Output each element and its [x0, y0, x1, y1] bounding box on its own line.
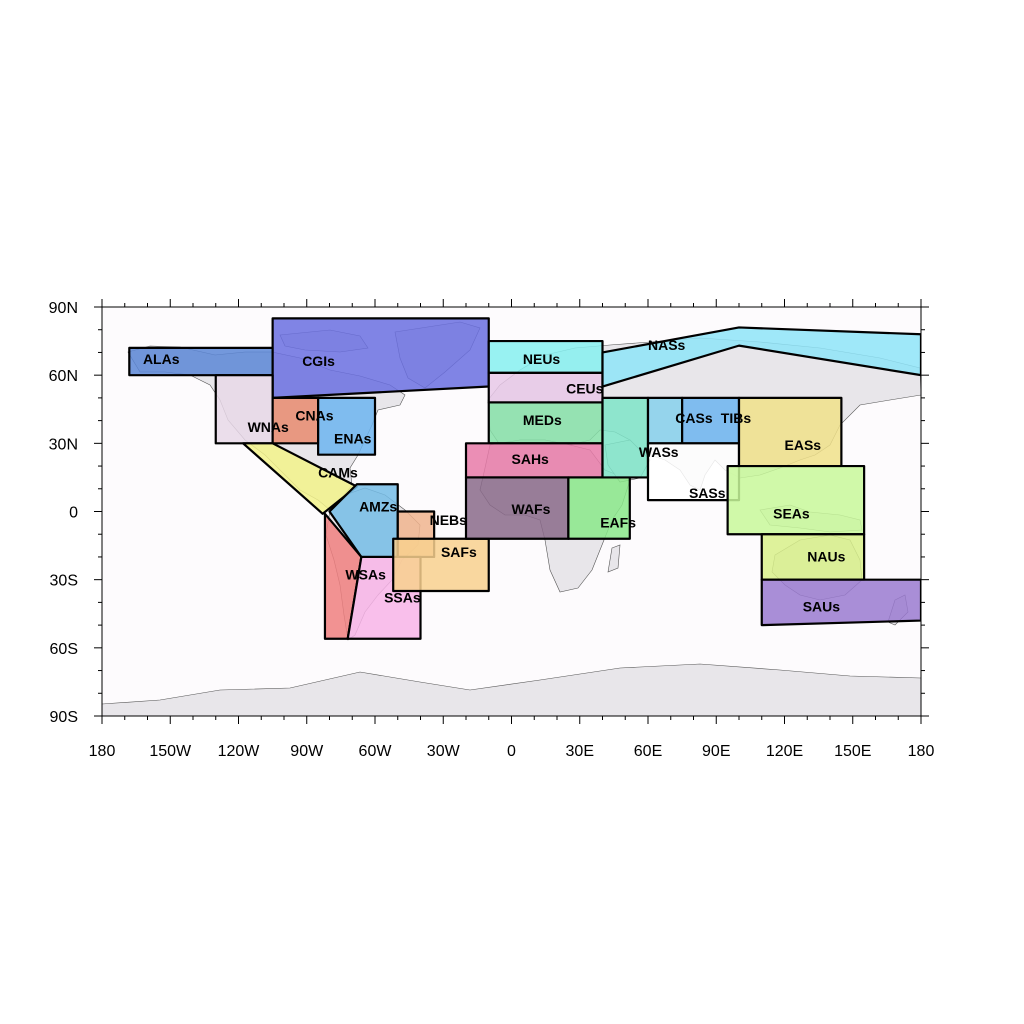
regions-layer — [128, 317, 921, 640]
region-label-enas: ENAs — [334, 430, 372, 446]
x-tick-label: 30W — [427, 743, 461, 760]
region-label-cgis: CGIs — [302, 353, 335, 369]
region-nass — [601, 326, 921, 388]
axis-ticks: 180 150W 120W 90W 60W 30W 0 30E 60E 90E 120E 150E 18… — [49, 299, 935, 760]
region-label-wafs: WAFs — [512, 501, 551, 517]
region-label-nass: NASs — [648, 337, 686, 353]
region-label-eass: EASs — [785, 437, 822, 453]
x-tick-label: 60E — [634, 743, 662, 760]
region-label-seas: SEAs — [773, 505, 810, 521]
land-antarctica — [102, 663, 921, 716]
region-wass — [601, 396, 650, 479]
y-tick-label: 90N — [49, 300, 78, 317]
x-tick-label: 150E — [834, 743, 871, 760]
region-label-cnas: CNAs — [295, 408, 333, 424]
land-madagascar — [607, 544, 621, 573]
region-label-cass: CASs — [675, 410, 713, 426]
region-label-meds: MEDs — [523, 412, 562, 428]
region-label-neus: NEUs — [523, 351, 561, 367]
x-tick-label: 90W — [290, 743, 324, 760]
x-tick-label: 180 — [908, 743, 935, 760]
region-label-ceus: CEUs — [566, 380, 604, 396]
y-tick-label: 0 — [69, 505, 78, 522]
region-enas — [317, 396, 377, 456]
region-label-nebs: NEBs — [430, 512, 468, 528]
region-label-alas: ALAs — [143, 351, 180, 367]
region-label-tibs: TIBs — [721, 410, 752, 426]
y-tick-label: 90S — [50, 709, 78, 726]
region-eass — [737, 396, 843, 468]
region-label-eafs: EAFs — [600, 514, 636, 530]
region-label-amzs: AMZs — [359, 499, 397, 515]
y-tick-label: 30N — [49, 436, 78, 453]
x-tick-label: 180 — [89, 743, 116, 760]
region-safs — [392, 537, 490, 593]
region-label-wnas: WNAs — [248, 419, 289, 435]
x-tick-label: 0 — [507, 743, 516, 760]
region-label-sass: SASs — [689, 485, 726, 501]
x-tick-label: 60W — [359, 743, 393, 760]
y-tick-label: 60N — [49, 368, 78, 385]
region-saus — [760, 578, 921, 627]
x-tick-label: 150W — [149, 743, 192, 760]
y-tick-label: 30S — [50, 573, 78, 590]
x-tick-label: 120W — [218, 743, 261, 760]
region-label-cams: CAMs — [318, 464, 358, 480]
region-seas — [726, 464, 866, 536]
x-tick-label: 30E — [566, 743, 594, 760]
region-label-ssas: SSAs — [384, 589, 421, 605]
x-tick-label: 120E — [766, 743, 803, 760]
region-label-naus: NAUs — [807, 548, 845, 564]
x-tick-label: 90E — [702, 743, 730, 760]
region-label-saus: SAUs — [803, 598, 841, 614]
region-label-safs: SAFs — [441, 544, 477, 560]
region-label-wsas: WSAs — [345, 567, 386, 583]
region-label-sahs: SAHs — [512, 451, 550, 467]
region-label-wass: WASs — [639, 444, 679, 460]
y-tick-label: 60S — [50, 641, 78, 658]
